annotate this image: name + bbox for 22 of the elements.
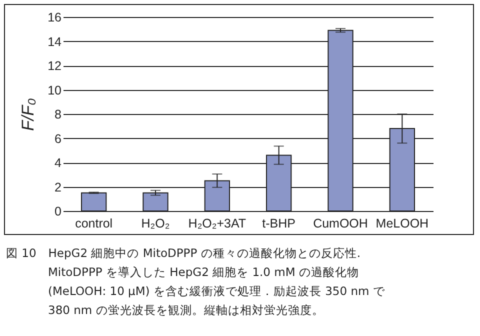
x-tick-label: CumOOH — [313, 216, 368, 230]
x-tick-label: control — [75, 216, 113, 230]
y-axis-title: F/F₀ — [18, 98, 38, 131]
bar — [81, 192, 107, 212]
y-tick-label: 10 — [48, 83, 62, 98]
x-tick-label: t-BHP — [262, 216, 296, 230]
y-tick-label: 2 — [54, 180, 62, 194]
bar — [142, 192, 168, 212]
y-tick-label: 16 — [48, 10, 62, 24]
y-tick-label: 14 — [48, 34, 62, 49]
y-tick-label: 12 — [48, 59, 62, 73]
caption: 図 10 HepG2 細胞中の MitoDPPP の種々の過酸化物との反応性. — [6, 245, 362, 262]
text: 380 nm の蛍光波長を観測。縦軸は相対蛍光強度。 — [47, 302, 325, 319]
y-tick-label: 8 — [54, 108, 62, 122]
x-tick-label: MeLOOH — [376, 216, 429, 230]
y-tick-label: 6 — [54, 132, 62, 146]
text: MitoDPPP を導入した HepG2 細胞を 1.0 mM の過酸化物 — [47, 264, 360, 281]
y-tick-label: 0 — [54, 204, 62, 218]
x-tick-label: H₂O₂+3AT — [188, 216, 246, 230]
x-tick-label: H₂O₂ — [141, 216, 170, 230]
y-tick-label: 4 — [54, 156, 62, 170]
text: (MeLOOH: 10 μM) を含む緩衝液で処理．励起波長 350 nm で — [47, 283, 386, 300]
